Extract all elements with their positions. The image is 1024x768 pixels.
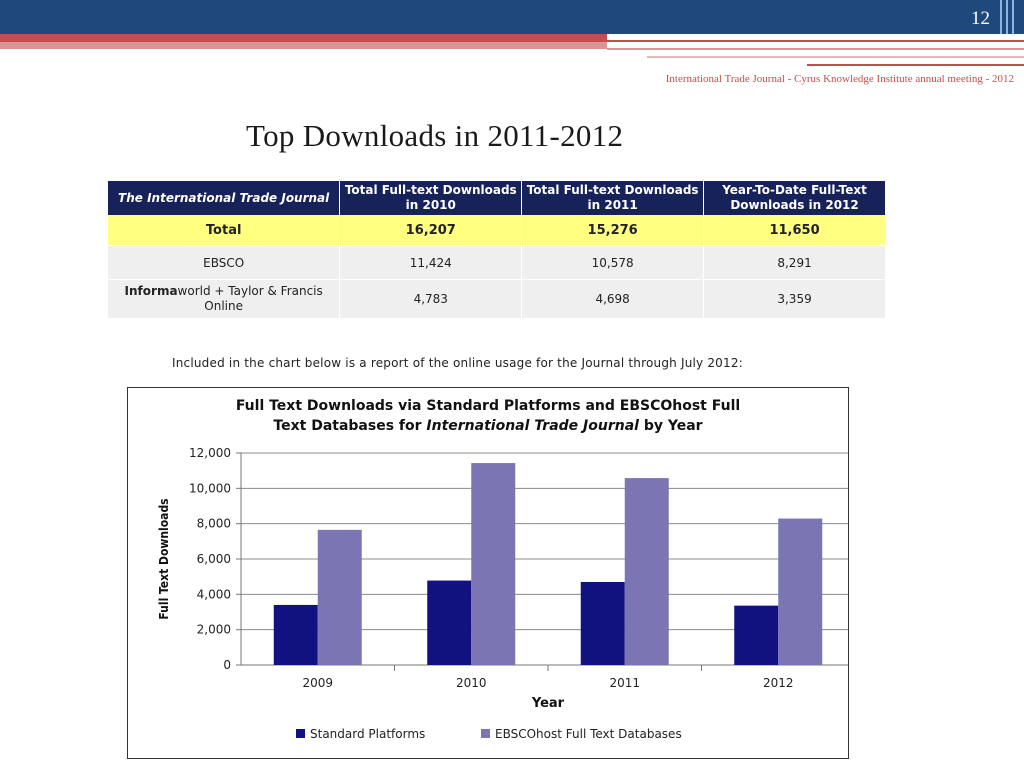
x-axis-title: Year: [531, 696, 565, 711]
table-cell: Informaworld + Taylor & Francis Online: [108, 279, 341, 319]
table-header: Year-To-Date Full-Text Downloads in 2012: [703, 181, 886, 215]
bar: [273, 604, 318, 665]
bar: [734, 605, 779, 665]
table-cell: Total: [108, 215, 341, 246]
table-header: The International Trade Journal: [108, 181, 341, 215]
downloads-table: The International Trade Journal Total Fu…: [108, 181, 886, 319]
header-divider-line: [1000, 0, 1002, 34]
informa-brand: Informa: [124, 284, 178, 298]
x-tick-label: 2010: [456, 676, 487, 690]
x-tick-label: 2012: [763, 676, 794, 690]
legend-label: EBSCOhost Full Text Databases: [495, 727, 682, 741]
legend-swatch: [481, 729, 490, 738]
y-tick-label: 12,000: [189, 446, 231, 460]
bar: [778, 518, 823, 665]
y-axis-title: Full Text Downloads: [157, 498, 171, 619]
slide-title: Top Downloads in 2011-2012: [246, 118, 624, 153]
legend-label: Standard Platforms: [310, 727, 425, 741]
y-tick-label: 6,000: [197, 552, 231, 566]
bar: [427, 580, 472, 665]
table-cell: 4,783: [339, 279, 523, 319]
chart-intro-note: Included in the chart below is a report …: [172, 356, 743, 370]
table-header: Total Full-text Downloads in 2011: [521, 181, 705, 215]
chart-title-line2: Text Databases for International Trade J…: [273, 418, 703, 434]
table-header: Total Full-text Downloads in 2010: [339, 181, 523, 215]
table-cell: 15,276: [521, 215, 705, 246]
header-accent-band: [0, 34, 1024, 42]
x-tick-label: 2009: [302, 676, 333, 690]
y-tick-label: 2,000: [197, 623, 231, 637]
table-row-ebsco: EBSCO 11,424 10,578 8,291: [108, 245, 886, 280]
bar: [317, 529, 362, 665]
header-right-panel: [607, 34, 1024, 68]
y-tick-label: 8,000: [197, 517, 231, 531]
table-cell: 11,650: [703, 215, 886, 246]
x-tick-label: 2011: [609, 676, 640, 690]
chart-title-line1: Full Text Downloads via Standard Platfor…: [235, 398, 741, 414]
bar: [624, 478, 669, 665]
meeting-subtitle: International Trade Journal - Cyrus Know…: [665, 73, 1014, 85]
y-tick-label: 4,000: [197, 587, 231, 601]
journal-name: International Trade Journal: [426, 418, 639, 434]
table-cell-label-rest: world + Taylor & Francis Online: [177, 284, 323, 313]
page-number: 12: [971, 8, 990, 29]
table-cell: 10,578: [521, 245, 705, 280]
table-header-row: The International Trade Journal Total Fu…: [108, 181, 886, 215]
y-tick-label: 10,000: [189, 481, 231, 495]
chart-title: Full Text Downloads via Standard Platfor…: [128, 396, 848, 436]
bar-chart: 0 2,000 4,000 6,000 8,000 10,000 12,000 2009 201…: [157, 446, 848, 741]
legend-swatch: [296, 729, 305, 738]
table-cell: 8,291: [703, 245, 886, 280]
header-bar: [0, 0, 1024, 34]
table-cell: 11,424: [339, 245, 523, 280]
table-row-total: Total 16,207 15,276 11,650: [108, 215, 886, 246]
table-cell: 16,207: [339, 215, 523, 246]
header-accent-band-light: [0, 42, 1024, 49]
table-cell: 4,698: [521, 279, 705, 319]
table-row-informaworld: Informaworld + Taylor & Francis Online 4…: [108, 279, 886, 319]
bar: [580, 581, 625, 665]
bar: [471, 463, 516, 665]
table-cell: EBSCO: [108, 245, 341, 280]
header-divider-line: [1006, 0, 1008, 34]
chart-frame: Full Text Downloads via Standard Platfor…: [127, 387, 849, 759]
y-tick-label: 0: [223, 658, 231, 672]
header-divider-line: [1012, 0, 1014, 34]
table-cell: 3,359: [703, 279, 886, 319]
